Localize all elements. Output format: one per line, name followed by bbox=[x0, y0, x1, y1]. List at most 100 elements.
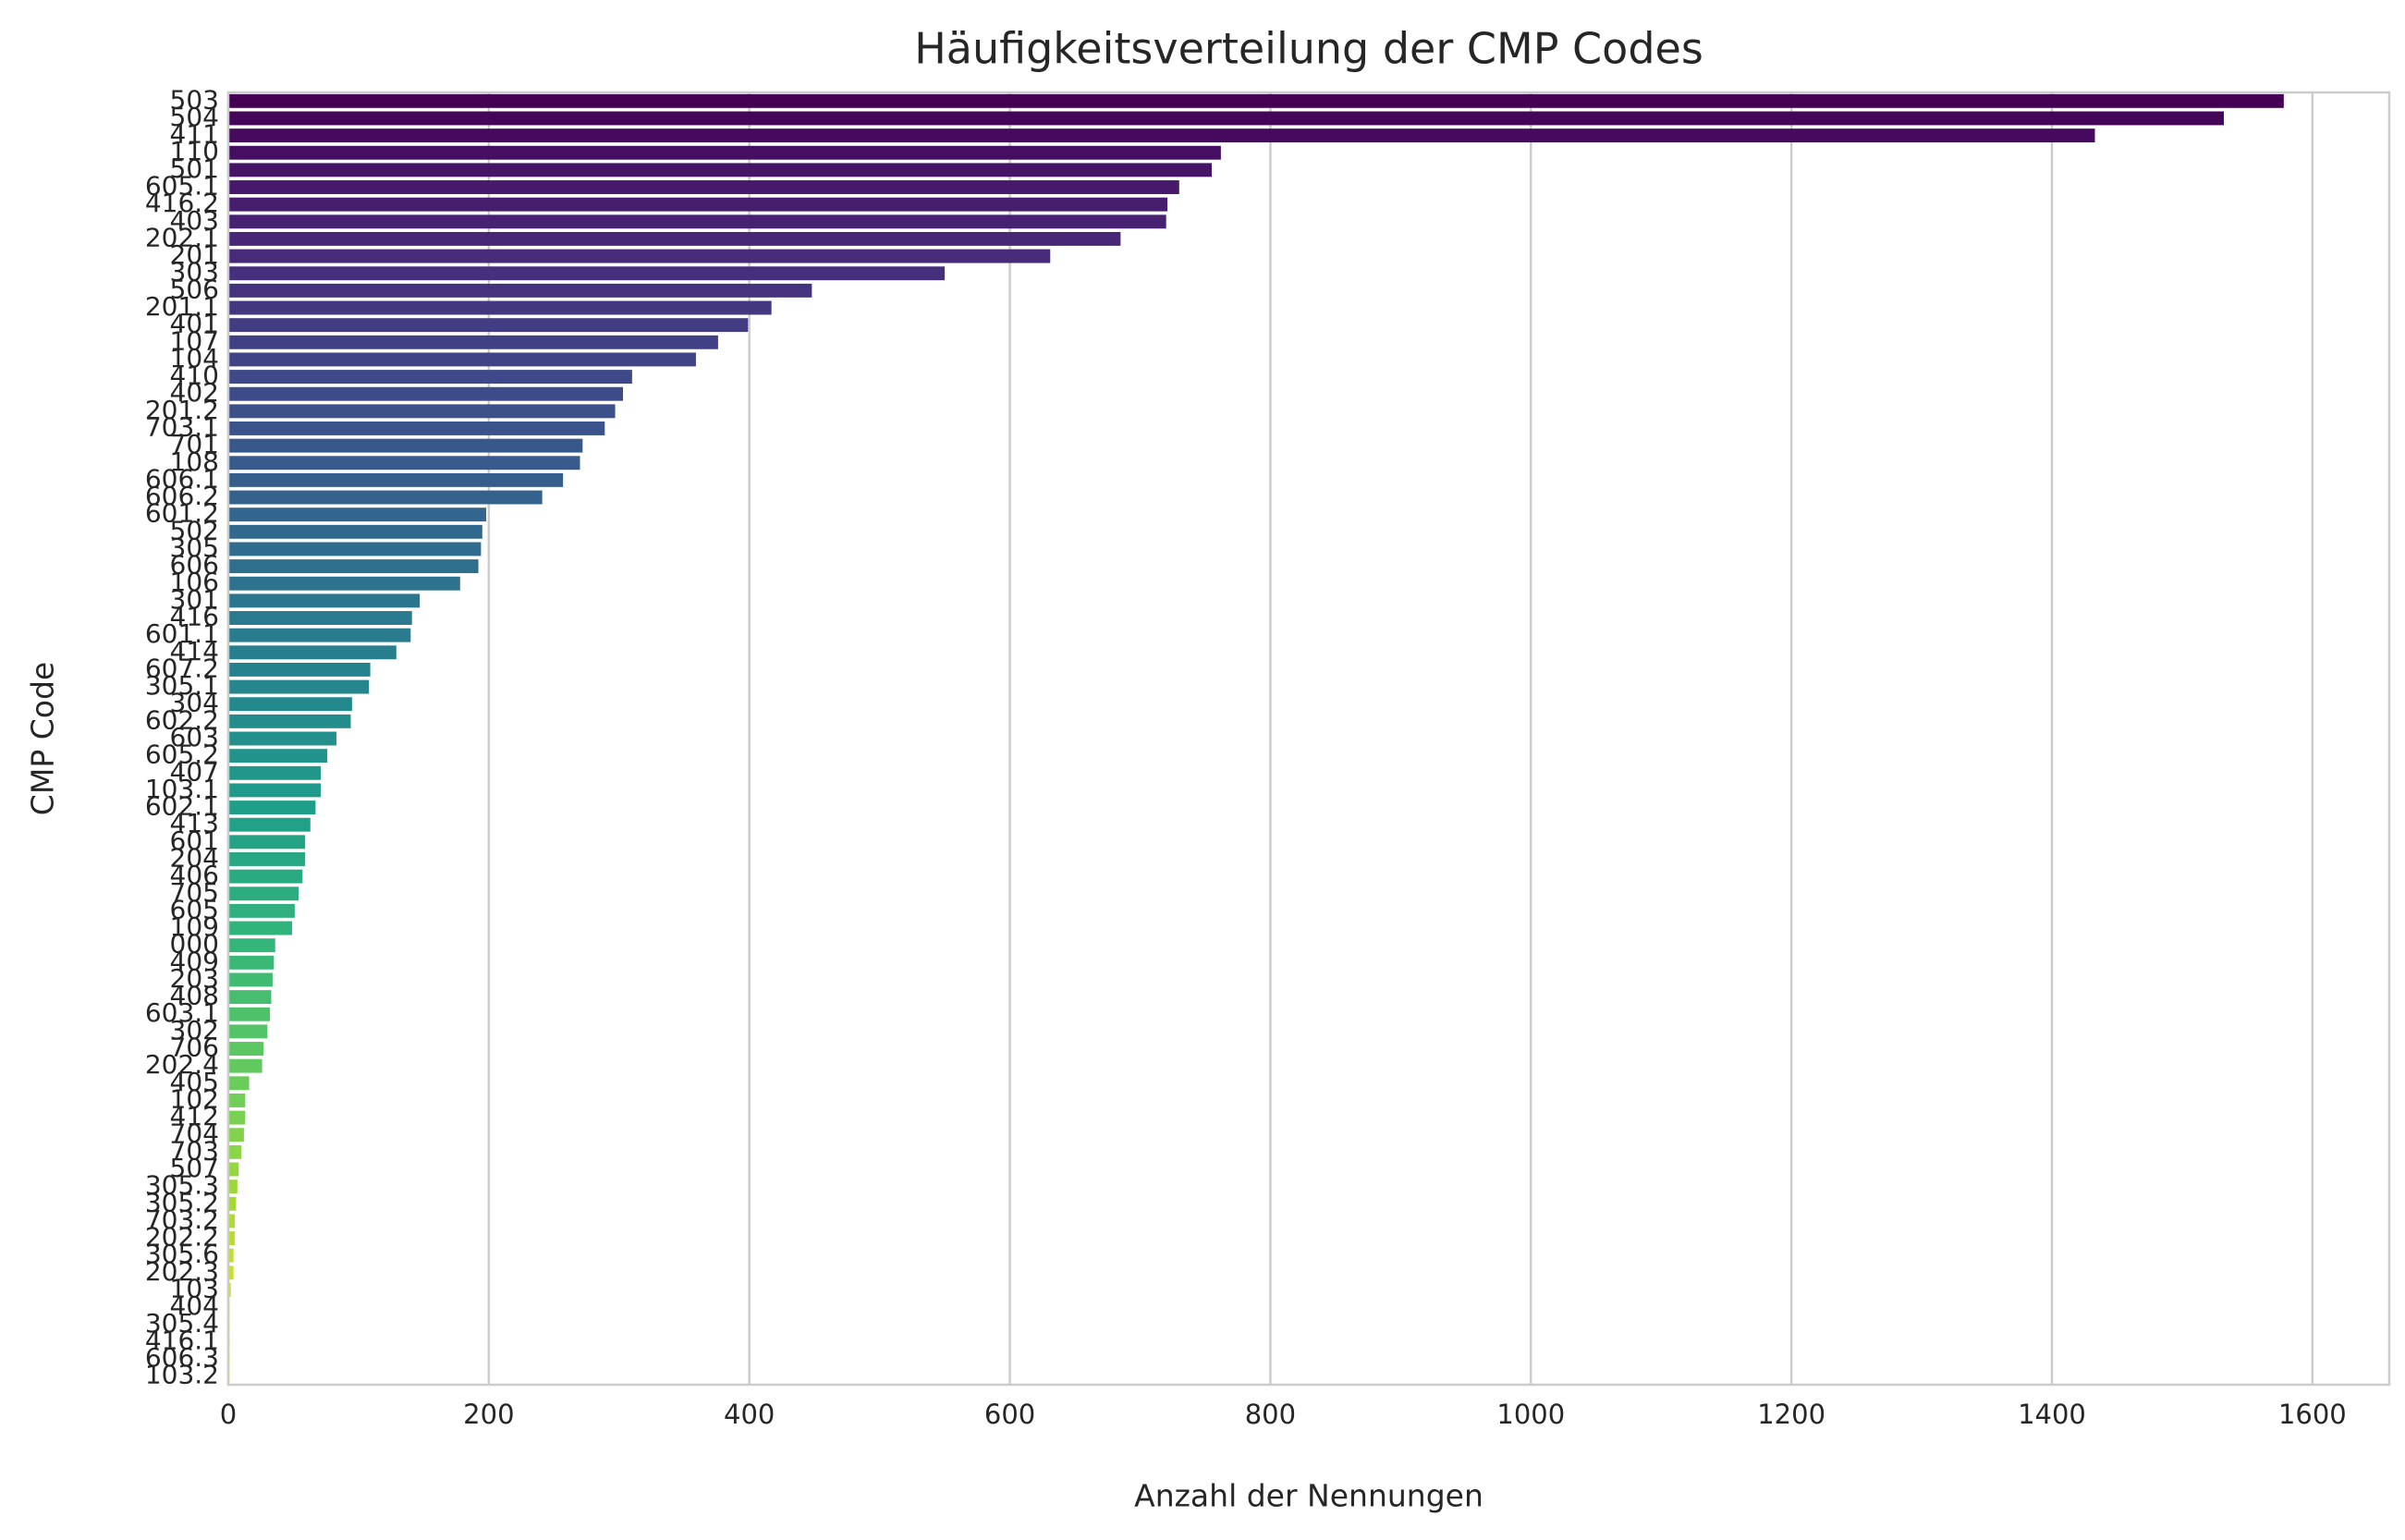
y-tick-label: 414 bbox=[170, 636, 219, 666]
y-tick-label: 412 bbox=[170, 1101, 219, 1131]
bar bbox=[228, 938, 275, 953]
y-tick-label: 405 bbox=[170, 1067, 219, 1097]
y-tick-label: 201 bbox=[170, 239, 219, 270]
bar bbox=[228, 1093, 246, 1107]
bar bbox=[228, 507, 487, 522]
y-tick-label: 305.6 bbox=[145, 1239, 219, 1269]
y-tick-label: 601.2 bbox=[145, 498, 219, 529]
y-tick-label: 404 bbox=[170, 1290, 219, 1321]
bar bbox=[228, 163, 1213, 177]
bar bbox=[228, 1076, 250, 1091]
y-tick-label: 305.3 bbox=[145, 1170, 219, 1201]
y-axis-label: CMP Code bbox=[25, 662, 61, 815]
y-tick-label: 103 bbox=[170, 1273, 219, 1303]
y-tick-label: 701 bbox=[170, 429, 219, 459]
y-tick-label: 606.2 bbox=[145, 481, 219, 511]
bar bbox=[228, 972, 273, 987]
y-tick-label: 706 bbox=[170, 1033, 219, 1063]
y-tick-label: 703.1 bbox=[145, 411, 219, 442]
y-tick-label: 108 bbox=[170, 446, 219, 477]
y-tick-label: 703.2 bbox=[145, 1204, 219, 1235]
y-tick-label: 601.1 bbox=[145, 618, 219, 649]
bar bbox=[228, 1283, 231, 1297]
bar bbox=[228, 214, 1166, 229]
y-tick-label: 605.1 bbox=[145, 171, 219, 202]
y-tick-label: 402 bbox=[170, 377, 219, 408]
bar bbox=[228, 335, 718, 349]
bar bbox=[228, 1144, 242, 1159]
bar bbox=[228, 111, 2225, 126]
y-tick-label: 703 bbox=[170, 1135, 219, 1166]
y-tick-label: 705 bbox=[170, 877, 219, 908]
y-tick-label: 606.3 bbox=[145, 1342, 219, 1373]
bar bbox=[228, 1110, 246, 1125]
y-tick-label: 416.2 bbox=[145, 188, 219, 218]
bar bbox=[228, 1024, 268, 1039]
bar bbox=[228, 318, 749, 333]
y-tick-label: 409 bbox=[170, 946, 219, 976]
y-tick-label: 203 bbox=[170, 963, 219, 994]
y-tick-label: 502 bbox=[170, 515, 219, 545]
x-tick-label: 600 bbox=[984, 1399, 1035, 1430]
x-tick-label: 1400 bbox=[2018, 1399, 2086, 1430]
y-tick-label: 606.1 bbox=[145, 463, 219, 494]
bar bbox=[228, 438, 583, 453]
bar bbox=[228, 886, 299, 901]
y-tick-label: 704 bbox=[170, 1118, 219, 1149]
y-tick-label: 305 bbox=[170, 532, 219, 563]
bar bbox=[228, 1162, 239, 1177]
bar bbox=[228, 93, 2284, 108]
x-tick-label: 0 bbox=[220, 1399, 237, 1430]
y-tick-label: 102 bbox=[170, 1083, 219, 1114]
bar bbox=[228, 1265, 234, 1280]
y-tick-label: 103.1 bbox=[145, 774, 219, 804]
x-axis-label: Anzahl der Nennungen bbox=[1134, 1478, 1483, 1514]
y-tick-label: 106 bbox=[170, 567, 219, 597]
y-tick-label: 202.1 bbox=[145, 222, 219, 252]
y-tick-label: 305.2 bbox=[145, 1187, 219, 1217]
y-tick-label: 503 bbox=[170, 84, 219, 115]
y-tick-label: 201.1 bbox=[145, 291, 219, 322]
bar bbox=[228, 765, 322, 780]
bar bbox=[228, 749, 328, 764]
bar bbox=[228, 679, 370, 694]
bar bbox=[228, 921, 293, 935]
y-tick-label: 504 bbox=[170, 102, 219, 132]
bar bbox=[228, 266, 946, 281]
y-tick-label: 602.1 bbox=[145, 791, 219, 822]
chart-title: Häufigkeitsverteilung der CMP Codes bbox=[914, 24, 1703, 74]
y-tick-label: 204 bbox=[170, 842, 219, 873]
y-tick-label: 605.2 bbox=[145, 739, 219, 770]
y-tick-label: 603 bbox=[170, 722, 219, 752]
bar bbox=[228, 990, 272, 1005]
bar bbox=[228, 404, 616, 419]
bar bbox=[228, 697, 352, 712]
y-tick-label: 607.2 bbox=[145, 653, 219, 683]
y-tick-label: 109 bbox=[170, 911, 219, 942]
y-tick-label: 606 bbox=[170, 550, 219, 581]
bar bbox=[228, 835, 306, 849]
y-tick-label: 416 bbox=[170, 602, 219, 632]
bar bbox=[228, 1214, 236, 1228]
bar bbox=[228, 490, 543, 505]
bar bbox=[228, 852, 306, 866]
y-tick-label: 104 bbox=[170, 343, 219, 373]
y-tick-label: 605 bbox=[170, 894, 219, 924]
bar bbox=[228, 283, 812, 298]
bar bbox=[228, 370, 632, 385]
bar bbox=[228, 128, 2095, 143]
bar bbox=[228, 352, 696, 367]
y-tick-label: 413 bbox=[170, 808, 219, 838]
bar bbox=[228, 1042, 264, 1056]
bar bbox=[228, 559, 479, 574]
y-tick-label: 507 bbox=[170, 1153, 219, 1183]
bar bbox=[228, 542, 482, 556]
y-tick-label: 302 bbox=[170, 1015, 219, 1045]
y-tick-label: 201.2 bbox=[145, 395, 219, 425]
bar bbox=[228, 628, 411, 642]
y-tick-label: 408 bbox=[170, 981, 219, 1011]
bar bbox=[228, 783, 322, 798]
bar bbox=[228, 1248, 234, 1263]
bar bbox=[228, 456, 580, 471]
